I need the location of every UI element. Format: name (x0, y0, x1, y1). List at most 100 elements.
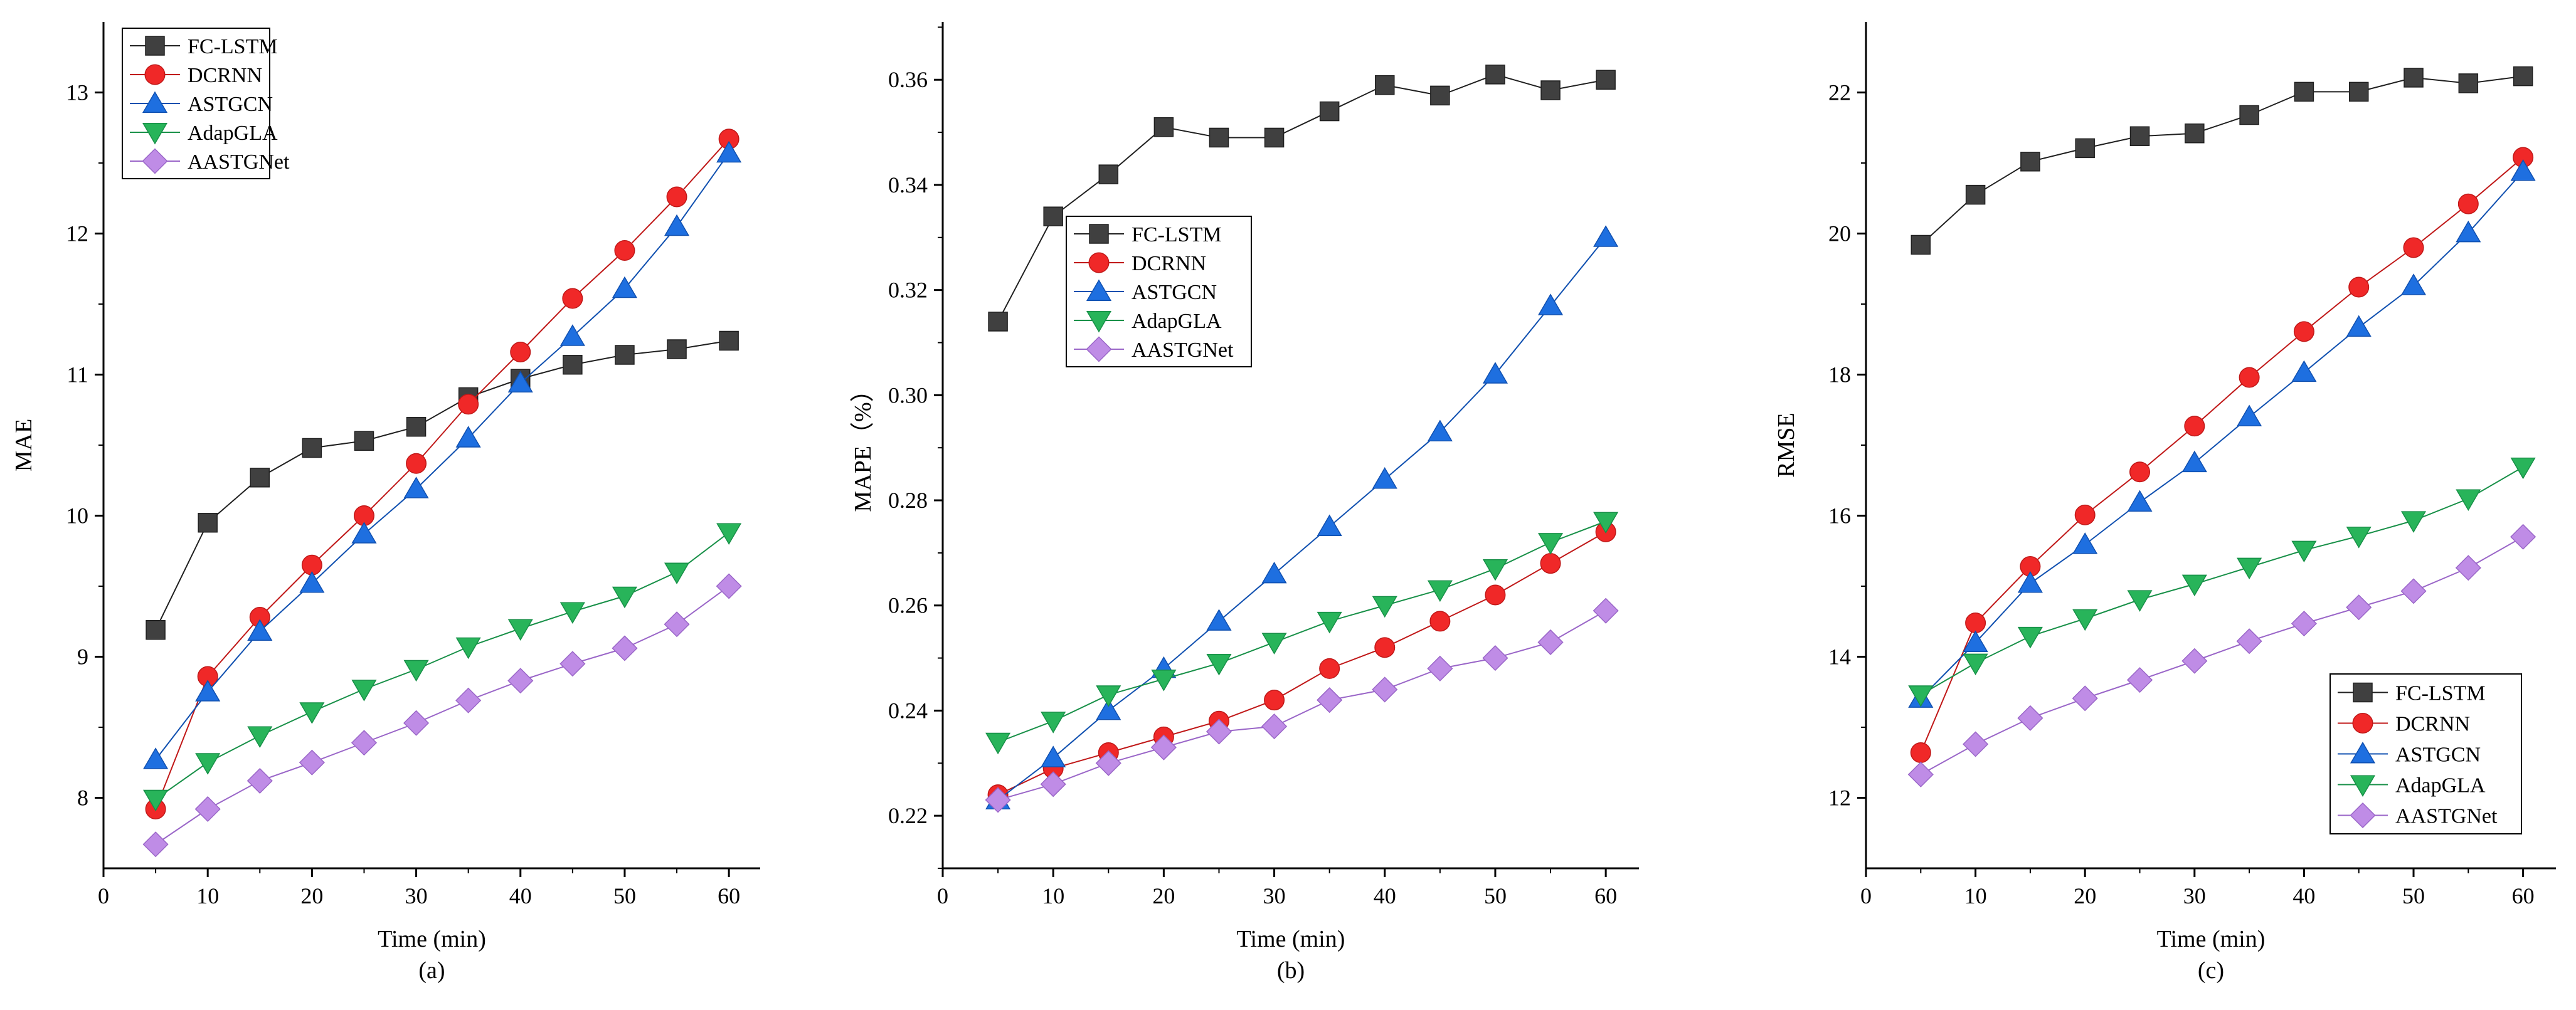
data-point-dcrnn (458, 394, 479, 415)
data-point-aastgnet (559, 651, 586, 677)
series-line-astgcn (1920, 171, 2524, 699)
data-point-fc-lstm (198, 513, 218, 533)
series-line-astgcn (155, 152, 729, 760)
legend-marker-adapgla (2350, 775, 2376, 797)
series-adapgla (1908, 457, 2536, 707)
x-tick-label: 30 (2183, 883, 2206, 908)
legend-marker-aastgnet (1086, 336, 1112, 362)
data-point-dcrnn (510, 342, 531, 362)
series-fc-lstm (988, 65, 1616, 332)
data-point-astgcn (2181, 450, 2207, 473)
legend-label: DCRNN (188, 64, 262, 87)
data-point-adapgla (2456, 489, 2481, 511)
y-tick-label: 0.26 (888, 593, 928, 618)
data-point-aastgnet (1593, 597, 1619, 624)
data-point-astgcn (2456, 220, 2481, 243)
y-tick-label: 0.24 (888, 698, 928, 723)
data-point-aastgnet (1150, 734, 1177, 760)
y-tick-label: 8 (77, 786, 88, 811)
x-tick-label: 0 (937, 883, 948, 908)
x-tick-label: 30 (1263, 883, 1286, 908)
data-point-adapgla (2017, 626, 2043, 649)
data-point-adapgla (247, 726, 273, 748)
data-point-aastgnet (1317, 687, 1343, 713)
panel-label: (b) (1277, 957, 1305, 984)
data-point-aastgnet (1261, 713, 1288, 740)
series-adapgla (143, 523, 742, 812)
data-point-fc-lstm (2348, 82, 2369, 102)
data-point-astgcn (1096, 698, 1121, 720)
data-point-fc-lstm (2075, 138, 2095, 159)
x-tick-label: 0 (98, 883, 109, 908)
data-point-astgcn (1372, 467, 1397, 489)
data-point-fc-lstm (1485, 65, 1505, 85)
data-point-aastgnet (2291, 611, 2317, 637)
data-point-dcrnn (1540, 553, 1561, 574)
legend-marker-fc-lstm (2353, 682, 2373, 703)
data-point-adapgla (351, 680, 377, 702)
x-tick-label: 40 (509, 883, 532, 908)
data-point-dcrnn (1319, 658, 1340, 679)
legend-label: AASTGNet (1132, 339, 1234, 362)
y-axis-title: RMSE (1773, 413, 1799, 477)
data-point-aastgnet (716, 573, 742, 599)
legend-label: FC-LSTM (1132, 223, 1222, 246)
series-line-adapgla (1920, 466, 2524, 696)
y-tick-label: 18 (1828, 362, 1851, 387)
legend-marker-astgcn (2350, 742, 2376, 764)
data-point-aastgnet (299, 749, 325, 776)
data-point-fc-lstm (1209, 127, 1229, 148)
legend-marker-dcrnn (144, 64, 166, 85)
data-point-astgcn (2017, 571, 2043, 593)
data-point-astgcn (403, 476, 429, 498)
data-point-adapgla (2400, 511, 2427, 533)
data-point-adapgla (2072, 609, 2098, 631)
data-point-astgcn (455, 426, 481, 448)
y-tick-label: 20 (1828, 221, 1851, 246)
legend-marker-astgcn (142, 91, 168, 113)
legend-label: AdapGLA (188, 122, 278, 145)
data-point-aastgnet (2181, 648, 2208, 674)
data-point-astgcn (2400, 273, 2427, 295)
data-point-astgcn (195, 680, 221, 702)
data-point-adapgla (1096, 685, 1121, 707)
data-point-aastgnet (664, 611, 690, 638)
data-point-fc-lstm (2404, 68, 2424, 88)
data-point-fc-lstm (719, 330, 739, 351)
data-point-adapgla (1317, 611, 1342, 634)
data-point-aastgnet (455, 687, 482, 713)
legend-label: DCRNN (1132, 252, 1206, 275)
legend-label: ASTGCN (2395, 744, 2481, 767)
data-point-aastgnet (1372, 676, 1398, 703)
data-point-astgcn (351, 522, 377, 544)
y-tick-label: 12 (66, 221, 88, 246)
data-point-fc-lstm (250, 468, 270, 488)
x-tick-label: 50 (613, 883, 636, 908)
data-point-fc-lstm (2185, 124, 2205, 144)
data-point-astgcn (247, 619, 273, 641)
data-point-fc-lstm (1319, 101, 1340, 122)
panel-label: (c) (2198, 957, 2224, 984)
data-point-aastgnet (612, 635, 638, 661)
x-tick-label: 40 (2292, 883, 2315, 908)
series-line-adapgla (997, 520, 1606, 743)
data-point-adapgla (1537, 533, 1564, 555)
data-point-adapgla (1963, 653, 1988, 676)
data-point-adapgla (195, 753, 221, 775)
legend-label: ASTGCN (1132, 281, 1217, 304)
series-aastgnet (1907, 523, 2536, 787)
data-point-adapgla (2291, 540, 2317, 563)
series-adapgla (985, 512, 1619, 755)
data-point-adapgla (507, 619, 533, 641)
data-point-aastgnet (1206, 718, 1232, 745)
x-axis-title: Time (min) (2157, 926, 2266, 952)
data-point-astgcn (559, 324, 585, 346)
data-point-aastgnet (194, 796, 221, 823)
data-point-dcrnn (1485, 584, 1506, 606)
data-point-astgcn (2510, 159, 2536, 181)
data-point-aastgnet (1095, 750, 1121, 776)
series-fc-lstm (1911, 66, 2533, 255)
data-point-dcrnn (2239, 367, 2260, 388)
data-point-astgcn (507, 371, 533, 392)
